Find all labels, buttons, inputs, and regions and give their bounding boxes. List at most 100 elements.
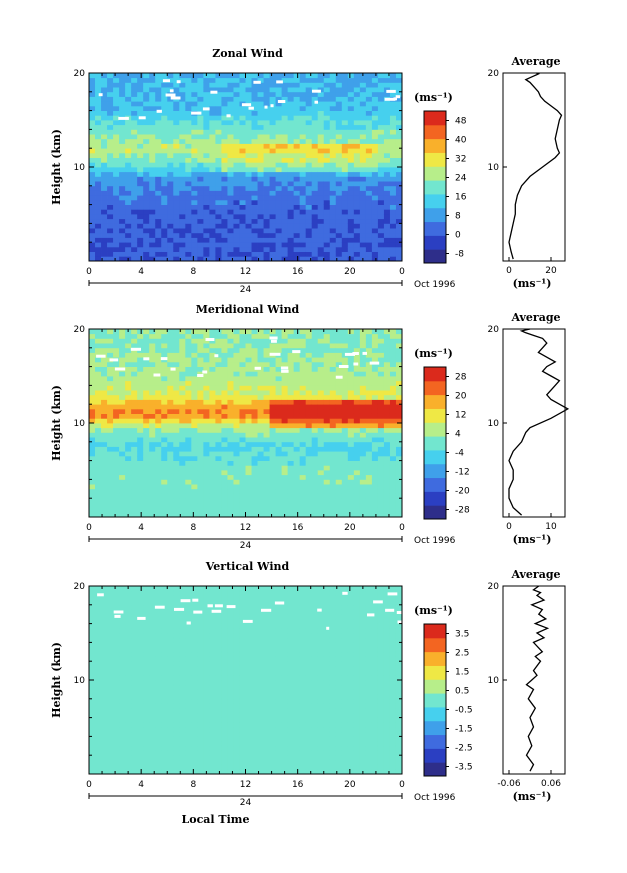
heatmap-cell [347, 251, 355, 257]
heatmap-cell [185, 181, 192, 187]
heatmap-cell [95, 441, 102, 447]
heatmap-cell [161, 209, 168, 215]
heatmap-cell [221, 148, 228, 154]
heatmap-cell [161, 185, 168, 191]
heatmap-cell [149, 637, 156, 643]
heatmap-cell [257, 152, 264, 158]
y-tick-label: 20 [74, 325, 86, 335]
heatmap-cell [209, 376, 216, 382]
heatmap-cell [161, 404, 168, 410]
heatmap-cell [323, 460, 331, 466]
heatmap-cell [269, 437, 276, 443]
heatmap-cell [377, 129, 385, 135]
heatmap-cell [353, 465, 361, 471]
heatmap-cell [173, 138, 180, 144]
heatmap-cell [137, 427, 144, 433]
heatmap-cell [365, 512, 373, 518]
heatmap-cell [347, 366, 355, 372]
heatmap-cell [221, 120, 228, 126]
heatmap-cell [317, 138, 325, 144]
heatmap-cell [197, 479, 204, 485]
heatmap-cell [143, 488, 150, 494]
heatmap-cell [209, 432, 216, 438]
heatmap-cell [215, 418, 222, 424]
heatmap-cell [269, 162, 276, 168]
heatmap-cell [221, 214, 228, 220]
heatmap-cell [305, 366, 313, 372]
heatmap-cell [119, 647, 126, 653]
heatmap-cell [137, 352, 144, 358]
heatmap-cell [311, 138, 319, 144]
heatmap-cell [251, 394, 258, 400]
heatmap-cell [89, 689, 96, 695]
heatmap-cell [125, 465, 132, 471]
heatmap-cell [101, 595, 108, 601]
heatmap-cell [311, 408, 319, 414]
heatmap-cell [107, 479, 114, 485]
heatmap-cell [89, 167, 96, 173]
heatmap-cell [251, 423, 258, 429]
heatmap-cell [359, 167, 367, 173]
heatmap-cell [383, 101, 391, 107]
heatmap-cell [89, 727, 96, 733]
heatmap-cell [107, 204, 114, 210]
heatmap-cell [101, 152, 108, 158]
heatmap-cell [263, 385, 270, 391]
heatmap-cell [371, 441, 379, 447]
heatmap-cell [173, 507, 180, 513]
heatmap-cell [125, 385, 132, 391]
heatmap-cell [185, 152, 192, 158]
heatmap-cell [317, 143, 325, 149]
heatmap-cell [263, 82, 270, 88]
heatmap-cell [371, 432, 379, 438]
heatmap-cell [239, 441, 246, 447]
heatmap-cell [119, 91, 126, 97]
heatmap-cell [395, 162, 403, 168]
heatmap-cell [245, 488, 252, 494]
heatmap-cell [113, 741, 120, 747]
heatmap-cell [251, 138, 258, 144]
heatmap-cell [179, 237, 186, 243]
heatmap-cell [101, 176, 108, 182]
heatmap-cell [383, 143, 391, 149]
heatmap-cell [287, 223, 295, 229]
heatmap-cell [89, 498, 96, 504]
heatmap-cell [197, 347, 204, 353]
heatmap-cell [275, 460, 283, 466]
heatmap-cell [227, 246, 234, 252]
data-gap [205, 338, 215, 341]
heatmap-cell [275, 512, 283, 518]
heatmap-cell [215, 413, 222, 419]
heatmap-cell [251, 408, 258, 414]
heatmap-cell [251, 223, 258, 229]
heatmap-cell [131, 623, 138, 629]
heatmap-cell [155, 465, 162, 471]
heatmap-field [89, 329, 403, 518]
heatmap-cell [365, 246, 373, 252]
heatmap-cell [191, 167, 198, 173]
heatmap-cell [203, 195, 210, 201]
heatmap-cell [293, 171, 301, 177]
heatmap-cell [323, 507, 331, 513]
heatmap-cell [119, 727, 126, 733]
data-gap [165, 93, 176, 97]
heatmap-cell [89, 380, 96, 386]
heatmap-cell [341, 432, 349, 438]
heatmap-cell [191, 91, 198, 97]
heatmap-cell [161, 731, 168, 737]
data-gap [170, 96, 181, 100]
heatmap-cell [227, 181, 234, 187]
heatmap-cell [233, 347, 240, 353]
heatmap-cell [149, 512, 156, 518]
heatmap-cell [263, 232, 270, 238]
heatmap-cell [113, 223, 120, 229]
heatmap-cell [227, 347, 234, 353]
heatmap-cell [143, 623, 150, 629]
heatmap-cell [179, 423, 186, 429]
heatmap-cell [395, 329, 403, 335]
heatmap-cell [131, 343, 138, 349]
heatmap-cell [149, 623, 156, 629]
heatmap-cell [185, 408, 192, 414]
heatmap-cell [125, 759, 132, 765]
heatmap-cell [125, 618, 132, 624]
